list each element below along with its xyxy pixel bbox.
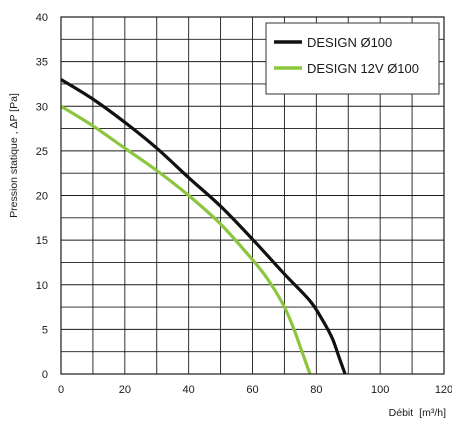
y-tick-label: 35	[36, 57, 48, 69]
x-tick-label: 100	[371, 384, 389, 396]
y-tick-label: 15	[36, 235, 48, 247]
y-axis-title: Pression statique , ΔP [Pa]	[8, 93, 20, 218]
y-tick-label: 10	[36, 280, 48, 292]
plot-frame	[60, 16, 445, 375]
x-tick-label: 60	[246, 384, 258, 396]
y-tick-label: 5	[42, 324, 48, 336]
series-line-design-100	[60, 78, 347, 375]
legend-label-design-100: DESIGN Ø100	[307, 35, 392, 50]
x-tick-label: 80	[310, 384, 322, 396]
x-axis-title-label: Débit	[389, 407, 414, 419]
legend-box	[265, 22, 440, 95]
y-tick-label: 40	[36, 12, 48, 24]
series-line-design-12v-100	[60, 104, 312, 375]
y-tick-label: 0	[42, 369, 48, 381]
y-tick-label: 30	[36, 101, 48, 113]
x-axis-title-unit: [m³/h]	[419, 407, 446, 419]
tick-labels: 0 20 40 60 80 100 120 0 5 10 15 20 25 30 35 40	[36, 12, 452, 396]
y-tick-label: 25	[36, 146, 48, 158]
x-tick-label: 120	[435, 384, 452, 396]
x-tick-label: 20	[119, 384, 131, 396]
legend: DESIGN Ø100 DESIGN 12V Ø100	[265, 22, 440, 95]
y-tick-label: 20	[36, 191, 48, 203]
legend-label-design-12v-100: DESIGN 12V Ø100	[307, 61, 419, 76]
x-tick-label: 40	[183, 384, 195, 396]
x-tick-label: 0	[58, 384, 64, 396]
x-axis-title: Débit [m³/h]	[389, 407, 446, 419]
series-layer	[60, 78, 347, 375]
